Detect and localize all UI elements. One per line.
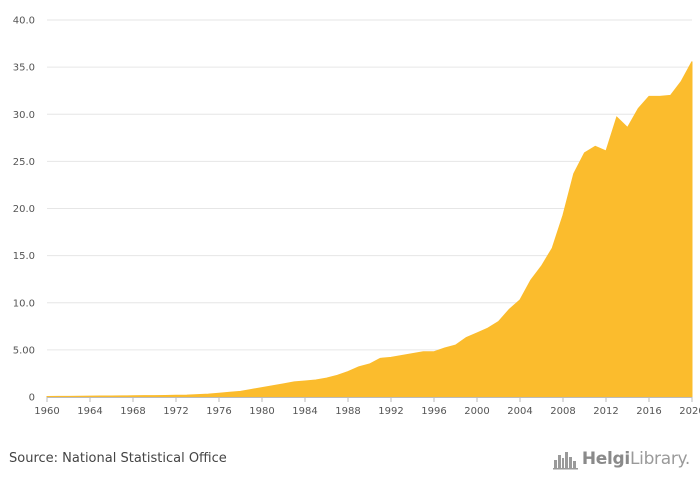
x-tick-label: 2004 xyxy=(507,406,532,417)
y-tick-label: 5.00 xyxy=(13,345,35,356)
x-tick-label: 2000 xyxy=(464,406,489,417)
y-tick-label: 0 xyxy=(29,393,35,404)
y-tick-label: 30.0 xyxy=(13,110,35,121)
logo-wordmark-rest: Library. xyxy=(629,449,690,469)
helgi-library-logo[interactable]: HelgiLibrary. xyxy=(552,446,690,472)
gridlines xyxy=(47,19,692,351)
x-axis: 1960 1964 1968 1972 1976 1980 1984 1988 1992 1996… xyxy=(34,397,700,417)
x-tick-label: 1988 xyxy=(335,406,360,417)
chart-footer: Source: National Statistical Office Helg… xyxy=(0,440,700,483)
y-tick-label: 15.0 xyxy=(13,251,35,262)
y-tick-label: 25.0 xyxy=(13,157,35,168)
y-axis-tick-labels: 0 5.00 10.0 15.0 20.0 25.0 30.0 35.0 40.0 xyxy=(13,16,35,404)
x-tick-label: 1964 xyxy=(77,406,102,417)
x-tick-label: 1972 xyxy=(163,406,188,417)
series-area xyxy=(46,61,693,398)
logo-wordmark: HelgiLibrary. xyxy=(582,449,690,469)
data-area-layer xyxy=(46,61,693,398)
x-tick-label: 1992 xyxy=(378,406,403,417)
source-note: Source: National Statistical Office xyxy=(9,451,227,466)
x-tick-label: 2016 xyxy=(636,406,661,417)
y-tick-label: 40.0 xyxy=(13,16,35,27)
x-tick-label: 1984 xyxy=(292,406,317,417)
x-tick-label: 1980 xyxy=(249,406,274,417)
x-tick-label: 2008 xyxy=(550,406,575,417)
x-tick-label: 2012 xyxy=(593,406,618,417)
x-tick-label: 1976 xyxy=(206,406,231,417)
x-tick-label: 1968 xyxy=(120,406,145,417)
y-tick-label: 20.0 xyxy=(13,204,35,215)
skyline-logo-icon xyxy=(552,452,578,470)
y-tick-label: 10.0 xyxy=(13,298,35,309)
logo-wordmark-bold: Helgi xyxy=(581,449,630,469)
x-tick-label: 2020 xyxy=(679,406,700,417)
x-tick-label: 1996 xyxy=(421,406,446,417)
y-tick-label: 35.0 xyxy=(13,63,35,74)
x-tick-label: 1960 xyxy=(34,406,59,417)
